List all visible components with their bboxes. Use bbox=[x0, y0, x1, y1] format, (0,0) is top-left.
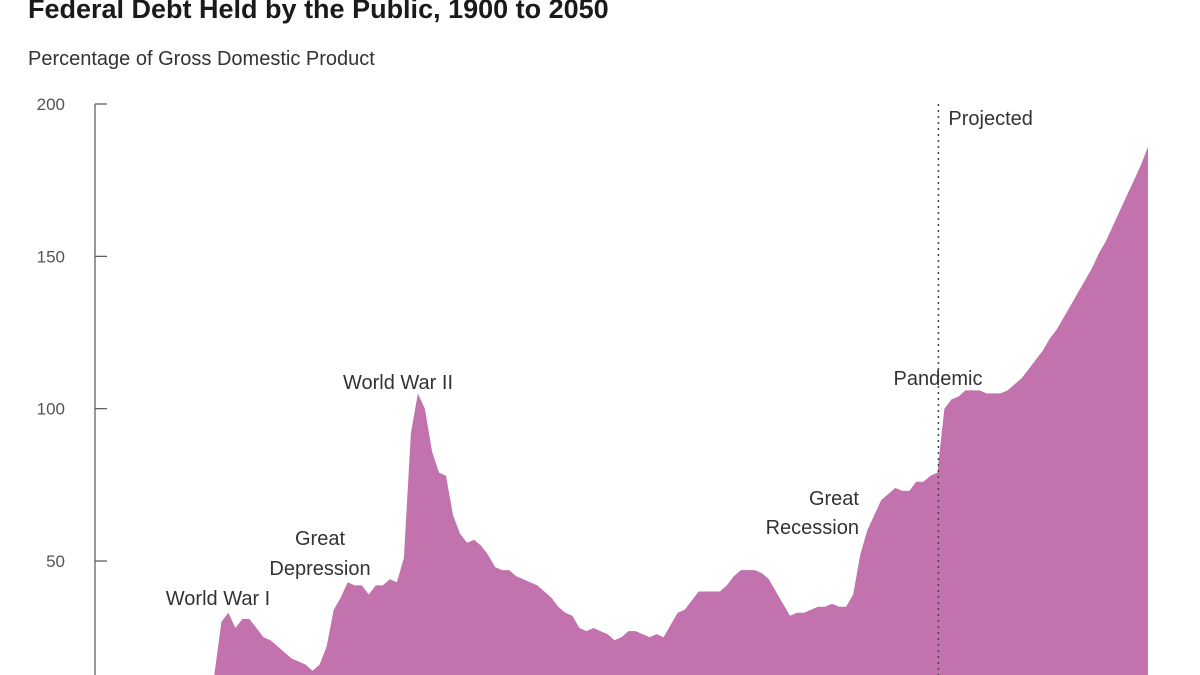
projected-label: Projected bbox=[948, 108, 1033, 130]
debt-area bbox=[95, 146, 1148, 675]
annotation-world-war-ii: World War II bbox=[343, 372, 453, 394]
y-tick-label-50: 50 bbox=[46, 552, 65, 571]
annotation-pandemic: Pandemic bbox=[894, 368, 983, 390]
plot-area: 50 100 150 200 Projected World War I Great Depr… bbox=[37, 95, 1148, 675]
annotation-great-recession-line1: Great bbox=[809, 488, 859, 510]
chart-subtitle: Percentage of Gross Domestic Product bbox=[28, 48, 375, 70]
annotation-great-depression-line1: Great bbox=[295, 528, 345, 550]
y-tick-label-100: 100 bbox=[37, 400, 65, 419]
y-tick-label-150: 150 bbox=[37, 247, 65, 266]
annotation-world-war-i: World War I bbox=[166, 588, 270, 610]
chart-title: Federal Debt Held by the Public, 1900 to… bbox=[28, 0, 609, 24]
annotation-great-depression-line2: Depression bbox=[269, 558, 370, 580]
y-tick-label-200: 200 bbox=[37, 95, 65, 114]
annotation-great-recession-line2: Recession bbox=[766, 517, 859, 539]
